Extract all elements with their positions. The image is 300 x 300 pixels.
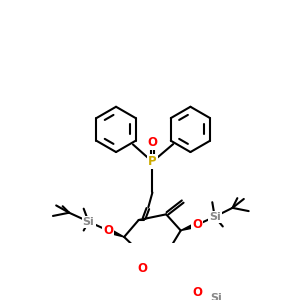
Polygon shape [107,228,124,237]
Text: O: O [103,224,113,237]
Text: O: O [137,262,147,275]
Text: Si: Si [83,217,94,226]
Text: Si: Si [210,292,222,300]
Text: O: O [192,286,202,299]
Polygon shape [140,254,144,268]
Text: O: O [147,136,158,149]
Text: Si: Si [209,212,220,222]
Polygon shape [181,223,198,230]
Text: O: O [192,218,202,231]
Text: P: P [148,155,157,168]
